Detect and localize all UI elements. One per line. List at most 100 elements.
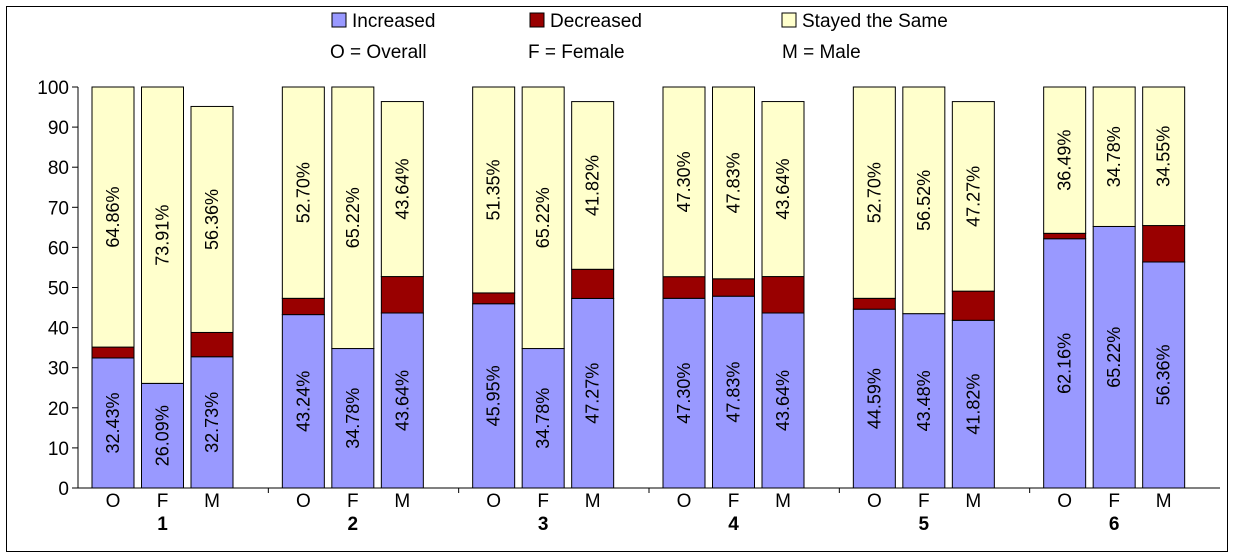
y-tick-label: 60 — [48, 238, 69, 259]
legend-swatch-0 — [331, 12, 347, 28]
bar-segment-2-O-2 — [281, 86, 325, 299]
data-label-2-O-2: 52.70% — [293, 162, 313, 223]
x-sub-label: M — [965, 491, 981, 512]
data-label-3-O-0: 45.95% — [484, 365, 504, 426]
data-label-4-M-0: 43.64% — [773, 370, 793, 431]
data-label-3-F-2: 65.22% — [533, 187, 553, 248]
bar-segment-5-O-1 — [852, 297, 896, 310]
x-sub-label: O — [106, 491, 121, 512]
data-label-6-F-2: 34.78% — [1104, 126, 1124, 187]
data-label-6-O-0: 62.16% — [1055, 333, 1075, 394]
x-sub-label: F — [1108, 491, 1120, 512]
data-label-6-F-0: 65.22% — [1104, 327, 1124, 388]
bar-segment-4-M-1 — [761, 276, 805, 314]
data-label-4-F-0: 47.83% — [724, 362, 744, 423]
bar-segment-3-M-0 — [571, 297, 615, 489]
data-label-4-F-2: 47.83% — [724, 152, 744, 213]
bar-segment-1-O-2 — [91, 86, 135, 348]
legend-label-1: Decreased — [550, 11, 642, 32]
bar-segment-6-O-0 — [1043, 238, 1087, 489]
bars: 32.43% 64.86% 26.09% 73.91% 32.73% 56.36% 43.2… — [91, 86, 1186, 489]
data-label-5-M-2: 47.27% — [963, 166, 983, 227]
bar-segment-5-O-2 — [852, 86, 896, 299]
bar-segment-4-O-0 — [662, 297, 706, 489]
bar-segment-2-O-0 — [281, 314, 325, 489]
bar-segment-2-M-1 — [380, 276, 424, 314]
data-label-4-O-0: 47.30% — [674, 363, 694, 424]
bar-segment-2-M-2 — [380, 101, 424, 278]
data-label-6-M-0: 56.36% — [1154, 344, 1174, 405]
data-label-5-F-2: 56.52% — [914, 170, 934, 231]
x-sub-label: M — [775, 491, 791, 512]
bar-segment-6-M-1 — [1142, 225, 1186, 263]
x-group-label: 5 — [919, 514, 930, 535]
data-label-3-F-0: 34.78% — [533, 388, 553, 449]
bar-segment-4-O-2 — [662, 86, 706, 278]
data-label-5-F-0: 43.48% — [914, 370, 934, 431]
bar-segment-3-O-2 — [472, 86, 516, 294]
bar-segment-1-M-2 — [190, 105, 234, 333]
x-sub-label: O — [867, 491, 882, 512]
legend: Increased Decreased Stayed the Same O = Ove… — [330, 11, 948, 63]
x-axis: O F M 1 O F M 2 O F M 3 O F M 4 O F M 5 O F M 6 — [78, 487, 1220, 535]
x-sub-label: F — [347, 491, 359, 512]
y-tick-label: 20 — [48, 399, 69, 420]
x-group-label: 4 — [728, 514, 739, 535]
x-sub-label: F — [918, 491, 930, 512]
bar-segment-5-F-0 — [902, 313, 946, 489]
x-sub-label: F — [537, 491, 549, 512]
y-tick-label: 40 — [48, 319, 69, 340]
legend-swatch-1 — [529, 12, 545, 28]
bar-segment-2-O-1 — [281, 297, 325, 316]
bar-segment-6-F-0 — [1092, 225, 1136, 489]
bar-segment-6-M-2 — [1142, 86, 1186, 227]
y-tick-label: 30 — [48, 359, 69, 380]
legend-note-2: M = Male — [782, 42, 861, 63]
x-group-label: 6 — [1109, 514, 1120, 535]
x-sub-label: O — [486, 491, 501, 512]
x-sub-label: F — [157, 491, 169, 512]
x-sub-label: M — [204, 491, 220, 512]
x-sub-label: M — [585, 491, 601, 512]
y-tick-label: 90 — [48, 118, 69, 139]
y-tick-label: 10 — [48, 439, 69, 460]
y-tick-label: 70 — [48, 198, 69, 219]
bar-segment-5-O-0 — [852, 308, 896, 489]
y-tick-label: 80 — [48, 158, 69, 179]
bar-segment-6-F-2 — [1092, 86, 1136, 227]
bar-segment-3-O-1 — [472, 292, 516, 305]
x-sub-label: F — [728, 491, 740, 512]
data-label-3-M-2: 41.82% — [583, 155, 603, 216]
bar-segment-4-M-2 — [761, 101, 805, 278]
legend-note-0: O = Overall — [330, 42, 427, 63]
bar-segment-1-F-2 — [141, 86, 184, 384]
bar-segment-4-F-2 — [712, 86, 755, 280]
x-sub-label: O — [296, 491, 311, 512]
x-sub-label: M — [1156, 491, 1172, 512]
x-sub-label: M — [394, 491, 410, 512]
legend-label-0: Increased — [352, 11, 435, 32]
x-group-label: 1 — [157, 514, 168, 535]
legend-note-1: F = Female — [528, 42, 625, 63]
data-label-2-M-0: 43.64% — [392, 370, 412, 431]
data-label-4-O-2: 47.30% — [674, 151, 694, 212]
y-tick-label: 100 — [37, 78, 69, 99]
data-label-6-O-2: 36.49% — [1055, 130, 1075, 191]
bar-segment-3-M-1 — [571, 268, 615, 299]
data-label-3-O-2: 51.35% — [484, 159, 504, 220]
data-label-2-M-2: 43.64% — [392, 159, 412, 220]
bar-segment-3-F-2 — [521, 86, 565, 350]
legend-label-2: Stayed the Same — [802, 11, 948, 32]
data-label-1-F-2: 73.91% — [153, 205, 173, 266]
bar-segment-5-M-2 — [951, 101, 995, 292]
x-sub-label: O — [1057, 491, 1072, 512]
bar-segment-1-M-1 — [190, 331, 234, 358]
bar-segment-1-O-1 — [91, 346, 135, 359]
bar-segment-4-O-1 — [662, 276, 706, 299]
data-label-5-O-2: 52.70% — [864, 162, 884, 223]
data-label-6-M-2: 34.55% — [1154, 126, 1174, 187]
y-axis: 0 10 20 30 40 50 60 70 80 90 100 — [37, 78, 79, 500]
x-group-label: 2 — [348, 514, 359, 535]
x-sub-label: O — [677, 491, 692, 512]
